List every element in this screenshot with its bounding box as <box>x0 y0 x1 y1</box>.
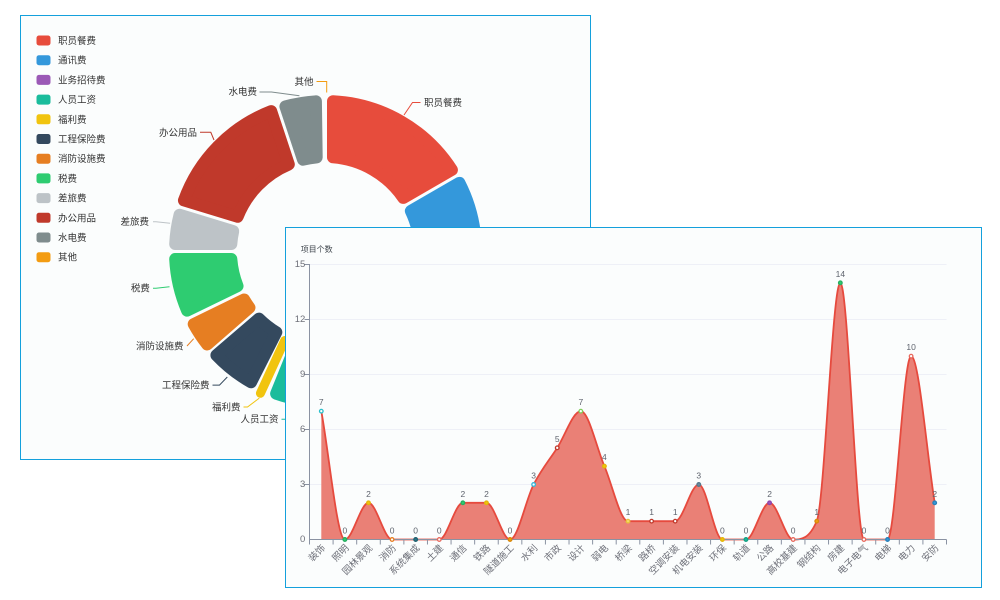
svg-text:轨道: 轨道 <box>731 542 753 564</box>
svg-text:1: 1 <box>814 507 819 517</box>
svg-text:环保: 环保 <box>707 542 729 564</box>
svg-text:2: 2 <box>460 489 465 499</box>
svg-text:税费: 税费 <box>131 283 150 295</box>
svg-text:弱电: 弱电 <box>589 542 611 564</box>
svg-text:0: 0 <box>437 526 442 536</box>
svg-text:职员餐费: 职员餐费 <box>58 35 96 47</box>
svg-text:14: 14 <box>836 269 846 279</box>
svg-text:消防设施费: 消防设施费 <box>136 341 184 353</box>
svg-text:税费: 税费 <box>58 173 77 185</box>
svg-text:0: 0 <box>508 526 513 536</box>
svg-text:福利费: 福利费 <box>58 114 87 126</box>
svg-text:12: 12 <box>295 314 306 325</box>
svg-text:0: 0 <box>744 526 749 536</box>
svg-text:6: 6 <box>300 424 305 435</box>
svg-text:10: 10 <box>906 342 916 352</box>
svg-text:办公用品: 办公用品 <box>159 127 197 139</box>
svg-text:通信: 通信 <box>448 542 470 564</box>
svg-text:0: 0 <box>343 526 348 536</box>
svg-text:水利: 水利 <box>518 542 540 564</box>
svg-text:7: 7 <box>319 397 324 407</box>
svg-text:0: 0 <box>791 526 796 536</box>
svg-text:市政: 市政 <box>542 542 564 564</box>
svg-text:2: 2 <box>366 489 371 499</box>
svg-text:差旅费: 差旅费 <box>120 216 149 228</box>
svg-text:电力: 电力 <box>896 542 918 564</box>
svg-text:5: 5 <box>555 434 560 444</box>
svg-text:15: 15 <box>295 259 306 270</box>
svg-text:1: 1 <box>626 507 631 517</box>
svg-text:1: 1 <box>673 507 678 517</box>
svg-text:4: 4 <box>602 452 607 462</box>
svg-text:0: 0 <box>720 526 725 536</box>
svg-text:土建: 土建 <box>424 542 446 564</box>
svg-text:2: 2 <box>484 489 489 499</box>
svg-text:业务招待费: 业务招待费 <box>58 74 106 86</box>
svg-text:职员餐费: 职员餐费 <box>424 97 462 109</box>
svg-text:9: 9 <box>300 369 305 380</box>
svg-text:0: 0 <box>885 526 890 536</box>
svg-text:工程保险费: 工程保险费 <box>58 134 106 146</box>
svg-text:0: 0 <box>300 534 305 545</box>
svg-text:2: 2 <box>932 489 937 499</box>
svg-text:3: 3 <box>696 471 701 481</box>
svg-text:工程保险费: 工程保险费 <box>162 380 210 392</box>
svg-text:消防设施费: 消防设施费 <box>58 153 106 165</box>
svg-text:办公用品: 办公用品 <box>58 212 96 224</box>
svg-text:3: 3 <box>300 479 305 490</box>
svg-text:0: 0 <box>413 526 418 536</box>
svg-text:人员工资: 人员工资 <box>240 414 279 425</box>
svg-text:电梯: 电梯 <box>872 542 894 564</box>
svg-text:钢结构: 钢结构 <box>795 542 824 571</box>
svg-text:装饰: 装饰 <box>306 542 328 564</box>
svg-text:人员工资: 人员工资 <box>58 95 97 106</box>
svg-text:通讯费: 通讯费 <box>58 55 87 67</box>
svg-text:差旅费: 差旅费 <box>58 193 87 205</box>
svg-text:安防: 安防 <box>919 542 941 564</box>
svg-text:7: 7 <box>578 397 583 407</box>
svg-text:设计: 设计 <box>566 542 588 564</box>
svg-text:1: 1 <box>649 507 654 517</box>
svg-text:其他: 其他 <box>294 76 314 88</box>
svg-text:3: 3 <box>531 471 536 481</box>
svg-text:项目个数: 项目个数 <box>301 244 333 254</box>
svg-text:桥梁: 桥梁 <box>613 542 635 564</box>
svg-text:其他: 其他 <box>58 252 78 264</box>
svg-text:水电费: 水电费 <box>58 232 87 244</box>
svg-text:2: 2 <box>767 489 772 499</box>
svg-text:0: 0 <box>390 526 395 536</box>
svg-text:0: 0 <box>862 526 867 536</box>
svg-text:福利费: 福利费 <box>212 402 241 414</box>
svg-text:水电费: 水电费 <box>228 86 257 98</box>
